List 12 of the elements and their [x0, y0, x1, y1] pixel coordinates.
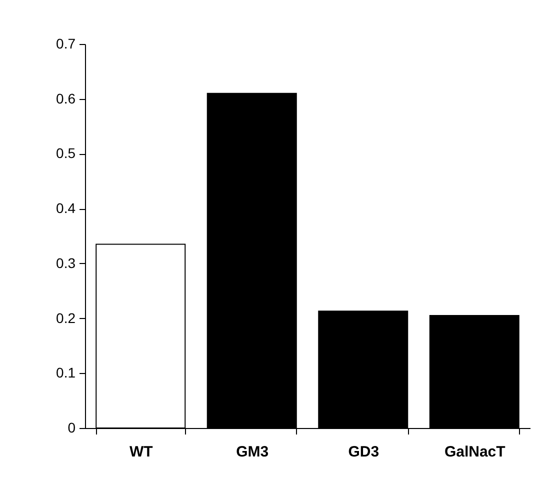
y-tick-label: 0.5: [56, 145, 76, 162]
y-tick-label: 0.1: [56, 364, 76, 381]
x-tick-label: GD3: [348, 444, 380, 460]
y-tick-label: 0.3: [56, 254, 76, 271]
y-tick-label: 0.7: [56, 36, 76, 52]
y-tick-label: 0.6: [56, 90, 76, 106]
x-tick-label: GalNacT: [444, 444, 506, 460]
x-tick-label: GM3: [236, 444, 269, 460]
y-tick-label: 0: [68, 420, 76, 436]
y-tick-label: 0.2: [56, 310, 76, 326]
x-tick-label: WT: [129, 444, 153, 460]
y-tick-label: 0.4: [56, 200, 76, 216]
